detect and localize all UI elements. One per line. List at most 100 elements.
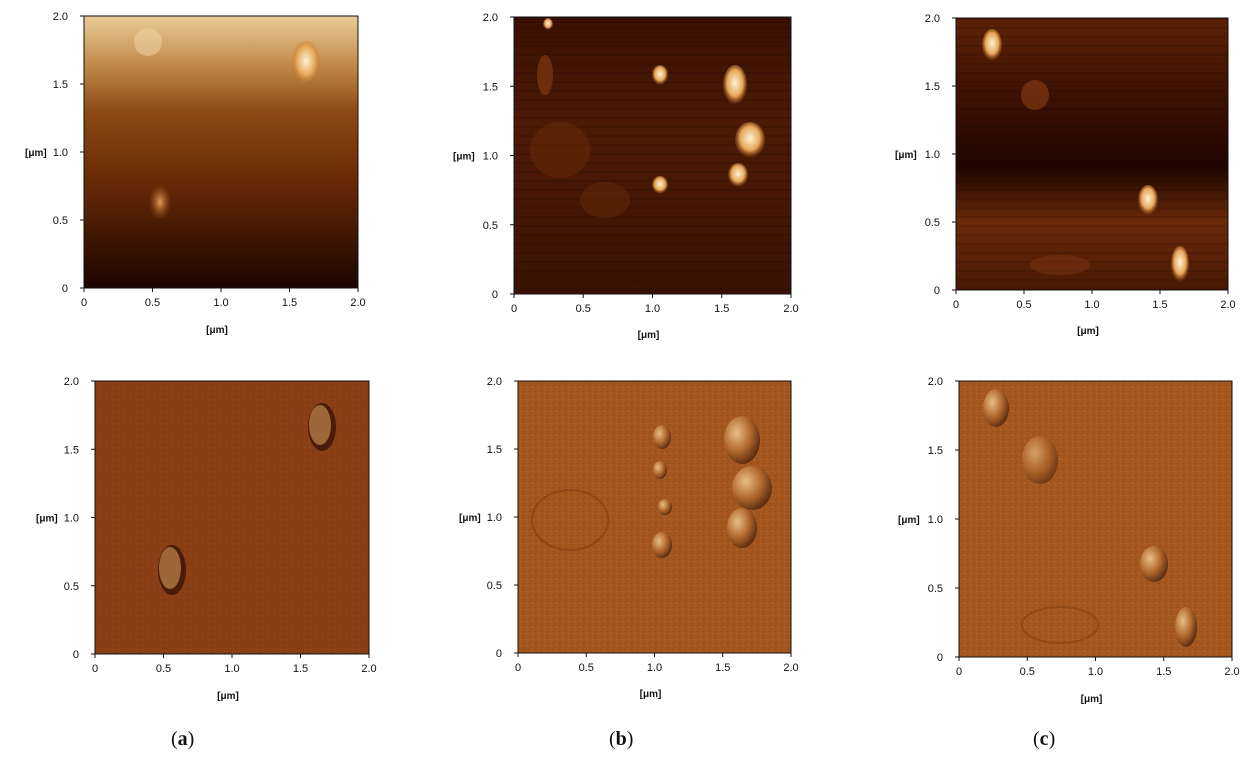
particle <box>728 163 748 187</box>
x-axis-unit: [μm] <box>640 689 662 700</box>
panel-b-amplitude <box>518 381 791 653</box>
particle <box>1138 185 1158 215</box>
y-tick-label: 1.0 <box>64 513 79 525</box>
y-axis-unit: [μm] <box>459 513 481 524</box>
particle <box>1022 436 1058 484</box>
y-tick-label: 1.0 <box>483 151 498 163</box>
x-tick-label: 1.5 <box>1156 666 1171 678</box>
y-tick-label: 2.0 <box>925 13 940 25</box>
particle <box>543 18 553 30</box>
x-tick-label: 1.0 <box>224 663 239 675</box>
panel-c-amplitude <box>959 381 1232 657</box>
x-tick-label: 0.5 <box>1020 666 1035 678</box>
x-tick-label: 1.0 <box>645 303 660 315</box>
y-tick-label: 0 <box>934 285 940 297</box>
x-tick-label: 1.0 <box>1084 299 1099 311</box>
x-tick-label: 0 <box>956 666 962 678</box>
x-axis-unit: [μm] <box>1081 694 1103 705</box>
x-tick-label: 2.0 <box>783 303 798 315</box>
y-tick-label: 2.0 <box>928 376 943 388</box>
x-tick-label: 0.5 <box>145 297 160 309</box>
x-tick-label: 1.5 <box>714 303 729 315</box>
particle <box>1171 246 1189 282</box>
y-tick-label: 0.5 <box>928 583 943 595</box>
x-tick-label: 1.5 <box>282 297 297 309</box>
x-axis-unit: [μm] <box>638 330 660 341</box>
y-tick-label: 1.0 <box>925 149 940 161</box>
particle <box>983 389 1009 427</box>
y-tick-label: 0.5 <box>53 215 68 227</box>
x-tick-label: 1.5 <box>715 662 730 674</box>
x-tick-label: 0 <box>953 299 959 311</box>
y-tick-label: 2.0 <box>64 376 79 388</box>
particle <box>723 65 747 105</box>
axes-layer: 0 0 0.5 0.5 1.0 1.0 1.5 1.5 2.0 2.0 [μm] [μm] 0 0 0.5 0… <box>25 11 1240 705</box>
x-tick-label: 0.5 <box>156 663 171 675</box>
y-tick-label: 0.5 <box>487 580 502 592</box>
y-tick-label: 0.5 <box>64 581 79 593</box>
particle <box>982 29 1002 61</box>
panel-a-topography <box>84 16 358 288</box>
particle <box>732 466 772 510</box>
x-axis-unit: [μm] <box>1077 326 1099 337</box>
particle <box>149 184 171 220</box>
panel-a-amplitude <box>95 381 369 654</box>
y-tick-label: 0 <box>496 648 502 660</box>
x-tick-label: 1.5 <box>293 663 308 675</box>
y-tick-label: 1.0 <box>53 147 68 159</box>
particle <box>652 532 672 558</box>
x-axis-unit: [μm] <box>217 691 239 702</box>
x-tick-label: 2.0 <box>1224 666 1239 678</box>
particle <box>134 28 162 56</box>
y-tick-label: 0 <box>937 652 943 664</box>
y-tick-label: 1.0 <box>928 514 943 526</box>
x-tick-label: 0.5 <box>576 303 591 315</box>
particle <box>652 65 668 85</box>
x-tick-label: 0 <box>92 663 98 675</box>
particle <box>1140 546 1168 582</box>
y-tick-label: 0 <box>492 289 498 301</box>
x-tick-label: 0 <box>81 297 87 309</box>
y-tick-label: 1.5 <box>53 79 68 91</box>
x-tick-label: 2.0 <box>1220 299 1235 311</box>
y-tick-label: 2.0 <box>53 11 68 23</box>
x-tick-label: 1.0 <box>647 662 662 674</box>
panel-b-topography <box>514 17 791 294</box>
y-tick-label: 1.5 <box>928 445 943 457</box>
y-tick-label: 0 <box>73 649 79 661</box>
y-tick-label: 0.5 <box>483 220 498 232</box>
y-axis-unit: [μm] <box>25 148 47 159</box>
y-tick-label: 2.0 <box>483 12 498 24</box>
y-tick-label: 0.5 <box>925 217 940 229</box>
y-axis-unit: [μm] <box>898 515 920 526</box>
x-tick-label: 2.0 <box>783 662 798 674</box>
caption-b: (b) <box>609 728 634 750</box>
caption-a: (a) <box>171 728 195 750</box>
y-tick-label: 1.5 <box>64 444 79 456</box>
caption-c: (c) <box>1033 728 1056 750</box>
particle <box>292 41 320 85</box>
particle <box>735 122 765 158</box>
x-tick-label: 1.5 <box>1152 299 1167 311</box>
x-tick-label: 1.0 <box>213 297 228 309</box>
y-axis-unit: [μm] <box>895 150 917 161</box>
x-tick-label: 0.5 <box>579 662 594 674</box>
y-tick-label: 0 <box>62 283 68 295</box>
particle <box>727 508 757 548</box>
x-tick-label: 2.0 <box>361 663 376 675</box>
y-axis-unit: [μm] <box>453 152 475 163</box>
panel-c-topography <box>956 18 1228 290</box>
x-tick-label: 1.0 <box>1088 666 1103 678</box>
x-tick-label: 2.0 <box>350 297 365 309</box>
x-axis-unit: [μm] <box>206 325 228 336</box>
y-tick-label: 1.5 <box>483 81 498 93</box>
particle <box>658 499 672 515</box>
particle <box>724 416 760 464</box>
y-axis-unit: [μm] <box>36 514 58 525</box>
x-tick-label: 0 <box>511 303 517 315</box>
y-tick-label: 1.5 <box>925 81 940 93</box>
y-tick-label: 2.0 <box>487 376 502 388</box>
particle <box>653 425 671 449</box>
x-tick-label: 0 <box>515 662 521 674</box>
